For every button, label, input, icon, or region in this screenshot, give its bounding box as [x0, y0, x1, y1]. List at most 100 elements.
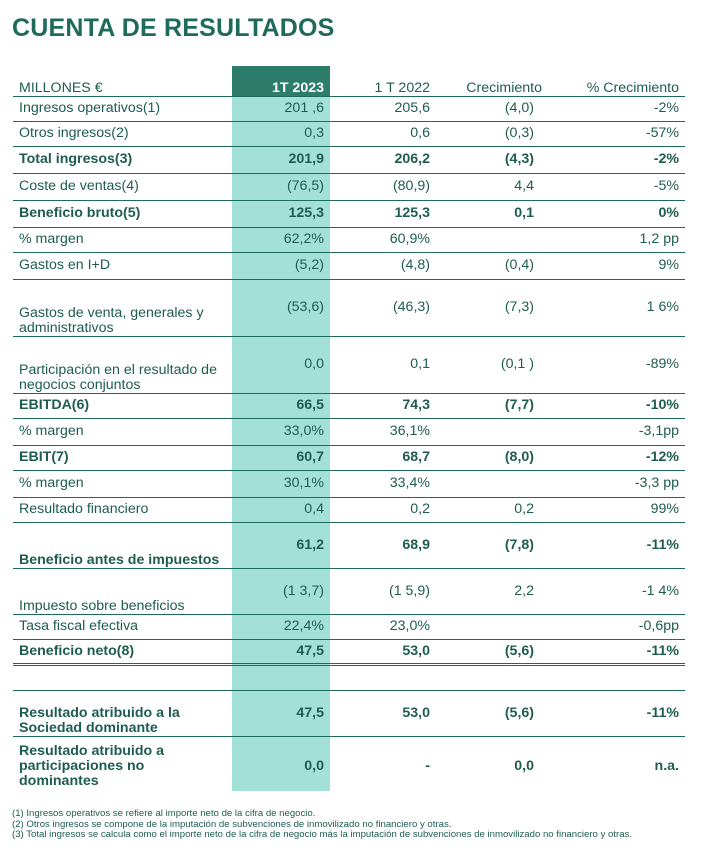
row-label: Beneficio bruto(5)	[13, 200, 232, 228]
cell-pct-crecimiento: -2%	[548, 96, 685, 122]
cell-1t-2022: 53,0	[330, 639, 436, 666]
footnote: (3) Total ingresos se calcula como el im…	[12, 829, 633, 841]
cell-pct-crecimiento: n.a.	[654, 757, 679, 774]
row-label: Resultado atribuido a la Sociedad domina…	[13, 690, 232, 737]
row-label: Resultado atribuido a participaciones no…	[19, 742, 165, 789]
cell-1t-2023: 0,0	[232, 336, 330, 394]
cell-1t-2023: 61,2	[232, 522, 330, 569]
cell-crecimiento: 4,4	[436, 173, 548, 201]
cell-crecimiento: 0,2	[436, 497, 548, 523]
cell-crecimiento	[436, 470, 548, 498]
row-label: % margen	[13, 470, 232, 498]
cell-pct-crecimiento: -3,1pp	[548, 418, 685, 446]
cell-pct-crecimiento: -11%	[548, 639, 685, 666]
table-row: % margen 62,2% 60,9% 1,2 pp	[13, 227, 685, 253]
income-statement-table: MILLONES € 1T 2023 1 T 2022 Crecimiento …	[13, 66, 685, 796]
cell-crecimiento: (7,8)	[436, 522, 548, 569]
cell-1t-2023: 60,7	[232, 445, 330, 471]
cell-crecimiento: (4,3)	[436, 146, 548, 174]
table-row: Participación en el resultado de negocio…	[13, 336, 685, 394]
row-label: % margen	[13, 227, 232, 253]
cell-1t-2023: 0,0	[304, 757, 324, 774]
cell-1t-2023: 47,5	[232, 639, 330, 666]
row-label: Resultado financiero	[13, 497, 232, 523]
row-label: Beneficio neto(8)	[13, 639, 232, 666]
cell-1t-2022: (80,9)	[330, 173, 436, 201]
row-label: Gastos de venta, generales y administrat…	[13, 279, 232, 337]
cell-1t-2023: 33,0%	[232, 418, 330, 446]
header-1t-2023: 1T 2023	[232, 66, 330, 97]
page-title: CUENTA DE RESULTADOS	[12, 14, 335, 42]
row-label: EBIT(7)	[13, 445, 232, 471]
cell-crecimiento: (0,1 )	[436, 336, 548, 394]
table-row: Resultado atribuido a la Sociedad domina…	[13, 690, 685, 737]
cell-1t-2022: 125,3	[330, 200, 436, 228]
table-row: EBIT(7) 60,7 68,7 (8,0) -12%	[13, 445, 685, 471]
cell-1t-2022: (4,8)	[330, 252, 436, 280]
cell-1t-2023: 22,4%	[232, 614, 330, 640]
table-row: Total ingresos(3) 201,9 206,2 (4,3) -2%	[13, 146, 685, 174]
cell-pct-crecimiento: -12%	[548, 445, 685, 471]
cell-1t-2022: 0,6	[330, 121, 436, 147]
table-row: Resultado atribuido a participaciones no…	[13, 736, 685, 796]
cell-pct-crecimiento: 1 6%	[548, 279, 685, 337]
cell-crecimiento: (7,7)	[436, 393, 548, 419]
cell-crecimiento: (5,6)	[436, 690, 548, 737]
table-row: EBITDA(6) 66,5 74,3 (7,7) -10%	[13, 393, 685, 419]
spacer-cell	[436, 664, 548, 691]
table-row: Otros ingresos(2) 0,3 0,6 (0,3) -57%	[13, 121, 685, 147]
cell-pct-crecimiento: 1,2 pp	[548, 227, 685, 253]
row-label: Otros ingresos(2)	[13, 121, 232, 147]
row-label: Tasa fiscal efectiva	[13, 614, 232, 640]
cell-pct-crecimiento: -3,3 pp	[548, 470, 685, 498]
table-row: % margen 30,1% 33,4% -3,3 pp	[13, 470, 685, 498]
cell-1t-2023: 201 ,6	[232, 96, 330, 122]
table-row: Gastos en I+D (5,2) (4,8) (0,4) 9%	[13, 252, 685, 280]
row-label: Ingresos operativos(1)	[13, 96, 232, 122]
footnotes: (1) Ingresos operativos se refiere al im…	[12, 808, 717, 841]
table-row: Beneficio bruto(5) 125,3 125,3 0,1 0%	[13, 200, 685, 228]
cell-1t-2023: (76,5)	[232, 173, 330, 201]
cell-pct-crecimiento: -0,6pp	[548, 614, 685, 640]
cell-crecimiento: 2,2	[436, 568, 548, 615]
row-label: Impuesto sobre beneficios	[13, 568, 232, 615]
header-label: MILLONES €	[13, 66, 232, 97]
cell-crecimiento: (5,6)	[436, 639, 548, 666]
cell-pct-crecimiento: -1 4%	[548, 568, 685, 615]
row-label: Beneficio antes de impuestos	[13, 522, 232, 569]
row-label: Gastos en I+D	[13, 252, 232, 280]
cell-1t-2022: 206,2	[330, 146, 436, 174]
cell-crecimiento: (4,0)	[436, 96, 548, 122]
row-label: Coste de ventas(4)	[13, 173, 232, 201]
table-row: Tasa fiscal efectiva 22,4% 23,0% -0,6pp	[13, 614, 685, 640]
table-row: Ingresos operativos(1) 201 ,6 205,6 (4,0…	[13, 96, 685, 122]
cell-1t-2022: 0,1	[330, 336, 436, 394]
cell-1t-2022: 74,3	[330, 393, 436, 419]
cell-1t-2022: 60,9%	[330, 227, 436, 253]
cell-1t-2022: 36,1%	[330, 418, 436, 446]
cell-1t-2022: 68,9	[330, 522, 436, 569]
cell-1t-2022: 53,0	[330, 690, 436, 737]
header-pct-crecimiento: % Crecimiento	[548, 66, 685, 97]
cell-1t-2023: (5,2)	[232, 252, 330, 280]
row-label: Participación en el resultado de negocio…	[13, 336, 232, 394]
spacer-cell	[13, 664, 232, 691]
cell-crecimiento	[436, 227, 548, 253]
cell-1t-2022: 205,6	[330, 96, 436, 122]
footnote: (1) Ingresos operativos se refiere al im…	[12, 808, 316, 819]
cell-1t-2023: (53,6)	[232, 279, 330, 337]
cell-pct-crecimiento: 99%	[548, 497, 685, 523]
table-row: Coste de ventas(4) (76,5) (80,9) 4,4 -5%	[13, 173, 685, 201]
cell-pct-crecimiento: -89%	[548, 336, 685, 394]
cell-1t-2023: 47,5	[232, 690, 330, 737]
cell-pct-crecimiento: -5%	[548, 173, 685, 201]
cell-crecimiento: (8,0)	[436, 445, 548, 471]
cell-1t-2023: 30,1%	[232, 470, 330, 498]
table-row: Beneficio antes de impuestos 61,2 68,9 (…	[13, 522, 685, 569]
cell-crecimiento	[436, 614, 548, 640]
cell-crecimiento: (7,3)	[436, 279, 548, 337]
spacer-cell	[330, 664, 436, 691]
table-row: Resultado financiero 0,4 0,2 0,2 99%	[13, 497, 685, 523]
row-label: Total ingresos(3)	[13, 146, 232, 174]
cell-crecimiento	[436, 418, 548, 446]
